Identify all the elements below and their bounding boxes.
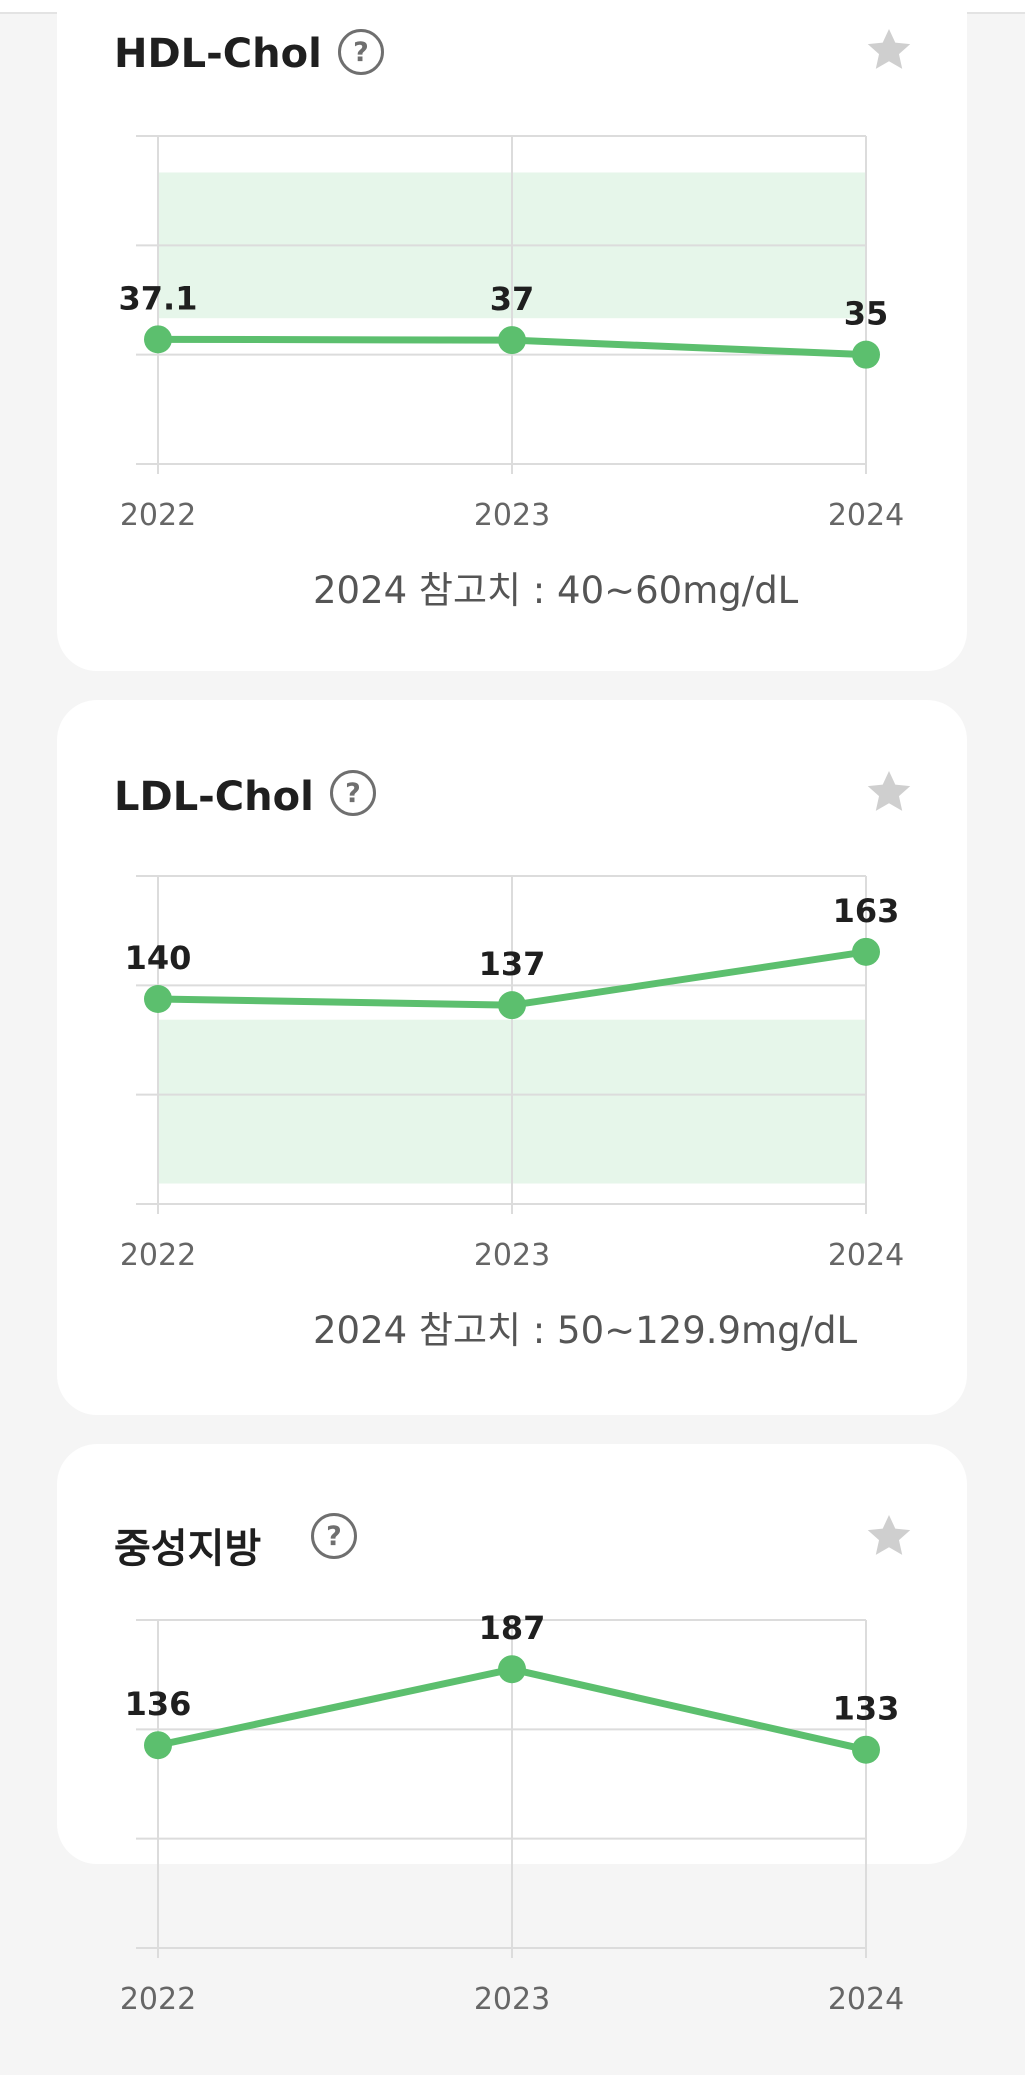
hdl-chol-chart: 37.1 2022 37 2023 35 2024 [119, 135, 904, 533]
data-point[interactable] [498, 1655, 526, 1684]
x-tick-label: 2024 [828, 1982, 904, 2017]
x-tick-label: 2023 [474, 498, 550, 533]
data-point[interactable] [144, 985, 172, 1013]
data-label: 163 [833, 892, 900, 930]
star-icon[interactable] [863, 766, 915, 818]
data-label: 187 [479, 1609, 546, 1647]
x-tick-label: 2022 [120, 498, 196, 533]
star-icon[interactable] [863, 1510, 915, 1562]
data-label: 137 [479, 945, 546, 983]
x-tick-label: 2023 [474, 1238, 550, 1273]
x-tick-label: 2022 [120, 1238, 196, 1273]
question-circle-icon[interactable]: ? [311, 1513, 357, 1559]
data-point[interactable] [852, 1735, 880, 1764]
triglyceride-chart: 136 2022 187 2023 133 2024 [120, 1609, 904, 2017]
ldl-chol-card: LDL-Chol ? 140 2022 137 2023 163 2024 2024 참고… [57, 700, 967, 1415]
data-point[interactable] [498, 991, 526, 1020]
data-label: 140 [125, 939, 192, 977]
reference-range-text: 2024 참고치 : 40~60mg/dL [313, 569, 799, 612]
x-tick-label: 2024 [828, 1238, 904, 1273]
card-title: HDL-Chol [114, 31, 322, 77]
data-point[interactable] [144, 325, 172, 354]
question-circle-icon[interactable]: ? [338, 29, 384, 75]
x-tick-label: 2023 [474, 1982, 550, 2017]
x-tick-label: 2024 [828, 498, 904, 533]
data-label: 136 [125, 1685, 192, 1723]
reference-range-text: 2024 참고치 : 50~129.9mg/dL [313, 1309, 858, 1352]
question-circle-icon[interactable]: ? [330, 770, 376, 816]
ldl-chol-chart: 140 2022 137 2023 163 2024 [120, 875, 904, 1273]
data-point[interactable] [498, 326, 526, 355]
data-label: 37 [490, 280, 535, 318]
data-label: 133 [833, 1690, 900, 1728]
card-title: LDL-Chol [114, 774, 314, 820]
data-point[interactable] [852, 937, 880, 966]
data-label: 37.1 [119, 279, 198, 317]
data-point[interactable] [852, 340, 880, 369]
data-point[interactable] [144, 1731, 172, 1760]
hdl-chol-card: HDL-Chol ? 37.1 2022 37 2023 35 2024 2024 참고치… [57, 0, 967, 671]
card-title: 중성지방 [114, 1526, 262, 1572]
triglyceride-card: 중성지방 ? 136 2022 187 2023 133 2024 [57, 1444, 967, 2017]
data-label: 35 [844, 295, 889, 333]
star-icon[interactable] [863, 24, 915, 76]
x-tick-label: 2022 [120, 1982, 196, 2017]
